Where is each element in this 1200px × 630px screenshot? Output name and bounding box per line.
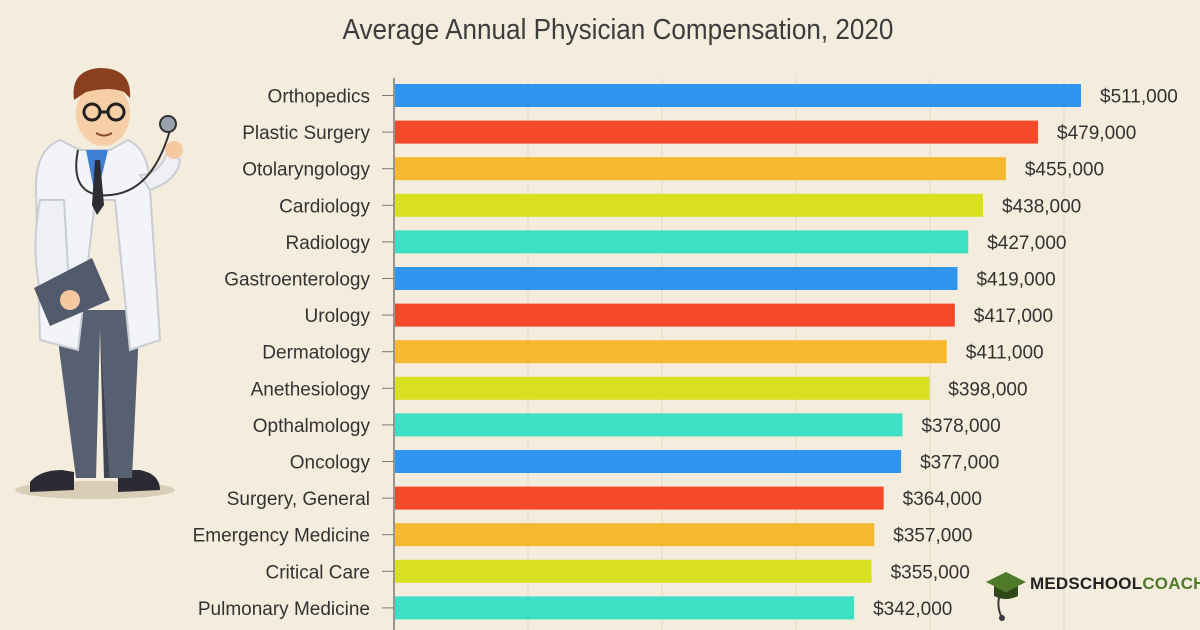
value-label: $364,000: [903, 489, 982, 510]
value-label: $427,000: [987, 233, 1066, 254]
bar-opthalmology: [395, 413, 903, 437]
graduation-cap-icon: [986, 572, 1026, 621]
chart-title: Average Annual Physician Compensation, 2…: [342, 14, 894, 46]
bar-otolaryngology: [395, 157, 1006, 181]
bar-urology: [395, 303, 955, 327]
value-label: $438,000: [1002, 196, 1081, 217]
bar-emergency-medicine: [395, 523, 875, 547]
bar-surgery-general: [395, 486, 884, 510]
category-label: Otolaryngology: [242, 160, 370, 181]
category-label: Gastroenterology: [224, 270, 370, 291]
value-label: $511,000: [1100, 87, 1178, 108]
category-label: Urology: [305, 306, 371, 327]
value-label: $355,000: [891, 562, 970, 583]
category-label: Pulmonary Medicine: [198, 599, 370, 620]
bar-oncology: [395, 450, 902, 473]
brand-name: MEDSCHOOLCOACH: [1030, 574, 1200, 594]
value-label: $417,000: [974, 306, 1053, 327]
category-label: Oncology: [290, 453, 371, 474]
value-label: $479,000: [1057, 123, 1136, 144]
category-label: Cardiology: [279, 196, 370, 217]
bar-dermatology: [395, 340, 947, 364]
brand-name-part2: COACH: [1142, 574, 1200, 593]
bar-pulmonary-medicine: [395, 596, 855, 620]
category-label: Surgery, General: [227, 489, 370, 510]
brand-name-part1: MEDSCHOOL: [1030, 574, 1143, 593]
bar-anethesiology: [395, 376, 930, 400]
category-label: Anethesiology: [251, 379, 371, 400]
category-label: Opthalmology: [253, 416, 371, 437]
category-label: Plastic Surgery: [242, 123, 370, 144]
value-label: $378,000: [921, 416, 1000, 437]
value-label: $377,000: [920, 453, 999, 474]
bar-critical-care: [395, 559, 872, 583]
bar-cardiology: [395, 193, 983, 217]
category-label: Critical Care: [265, 562, 370, 583]
bar-radiology: [395, 230, 969, 254]
value-label: $398,000: [948, 379, 1027, 400]
category-label: Orthopedics: [268, 87, 370, 108]
brand-logo: [982, 562, 1194, 622]
bars: Orthopedics $511,000 Plastic Surgery $479,0…: [193, 84, 1178, 620]
bar-plastic-surgery: [395, 120, 1039, 144]
value-label: $411,000: [966, 343, 1044, 364]
category-label: Radiology: [286, 233, 371, 254]
value-label: $342,000: [873, 599, 952, 620]
value-label: $455,000: [1025, 160, 1104, 181]
value-label: $419,000: [976, 270, 1055, 291]
bar-orthopedics: [395, 84, 1081, 107]
doctor-illustration: [15, 68, 183, 499]
value-label: $357,000: [893, 526, 972, 547]
category-label: Dermatology: [262, 343, 370, 364]
bar-gastroenterology: [395, 267, 958, 290]
category-label: Emergency Medicine: [193, 526, 370, 547]
